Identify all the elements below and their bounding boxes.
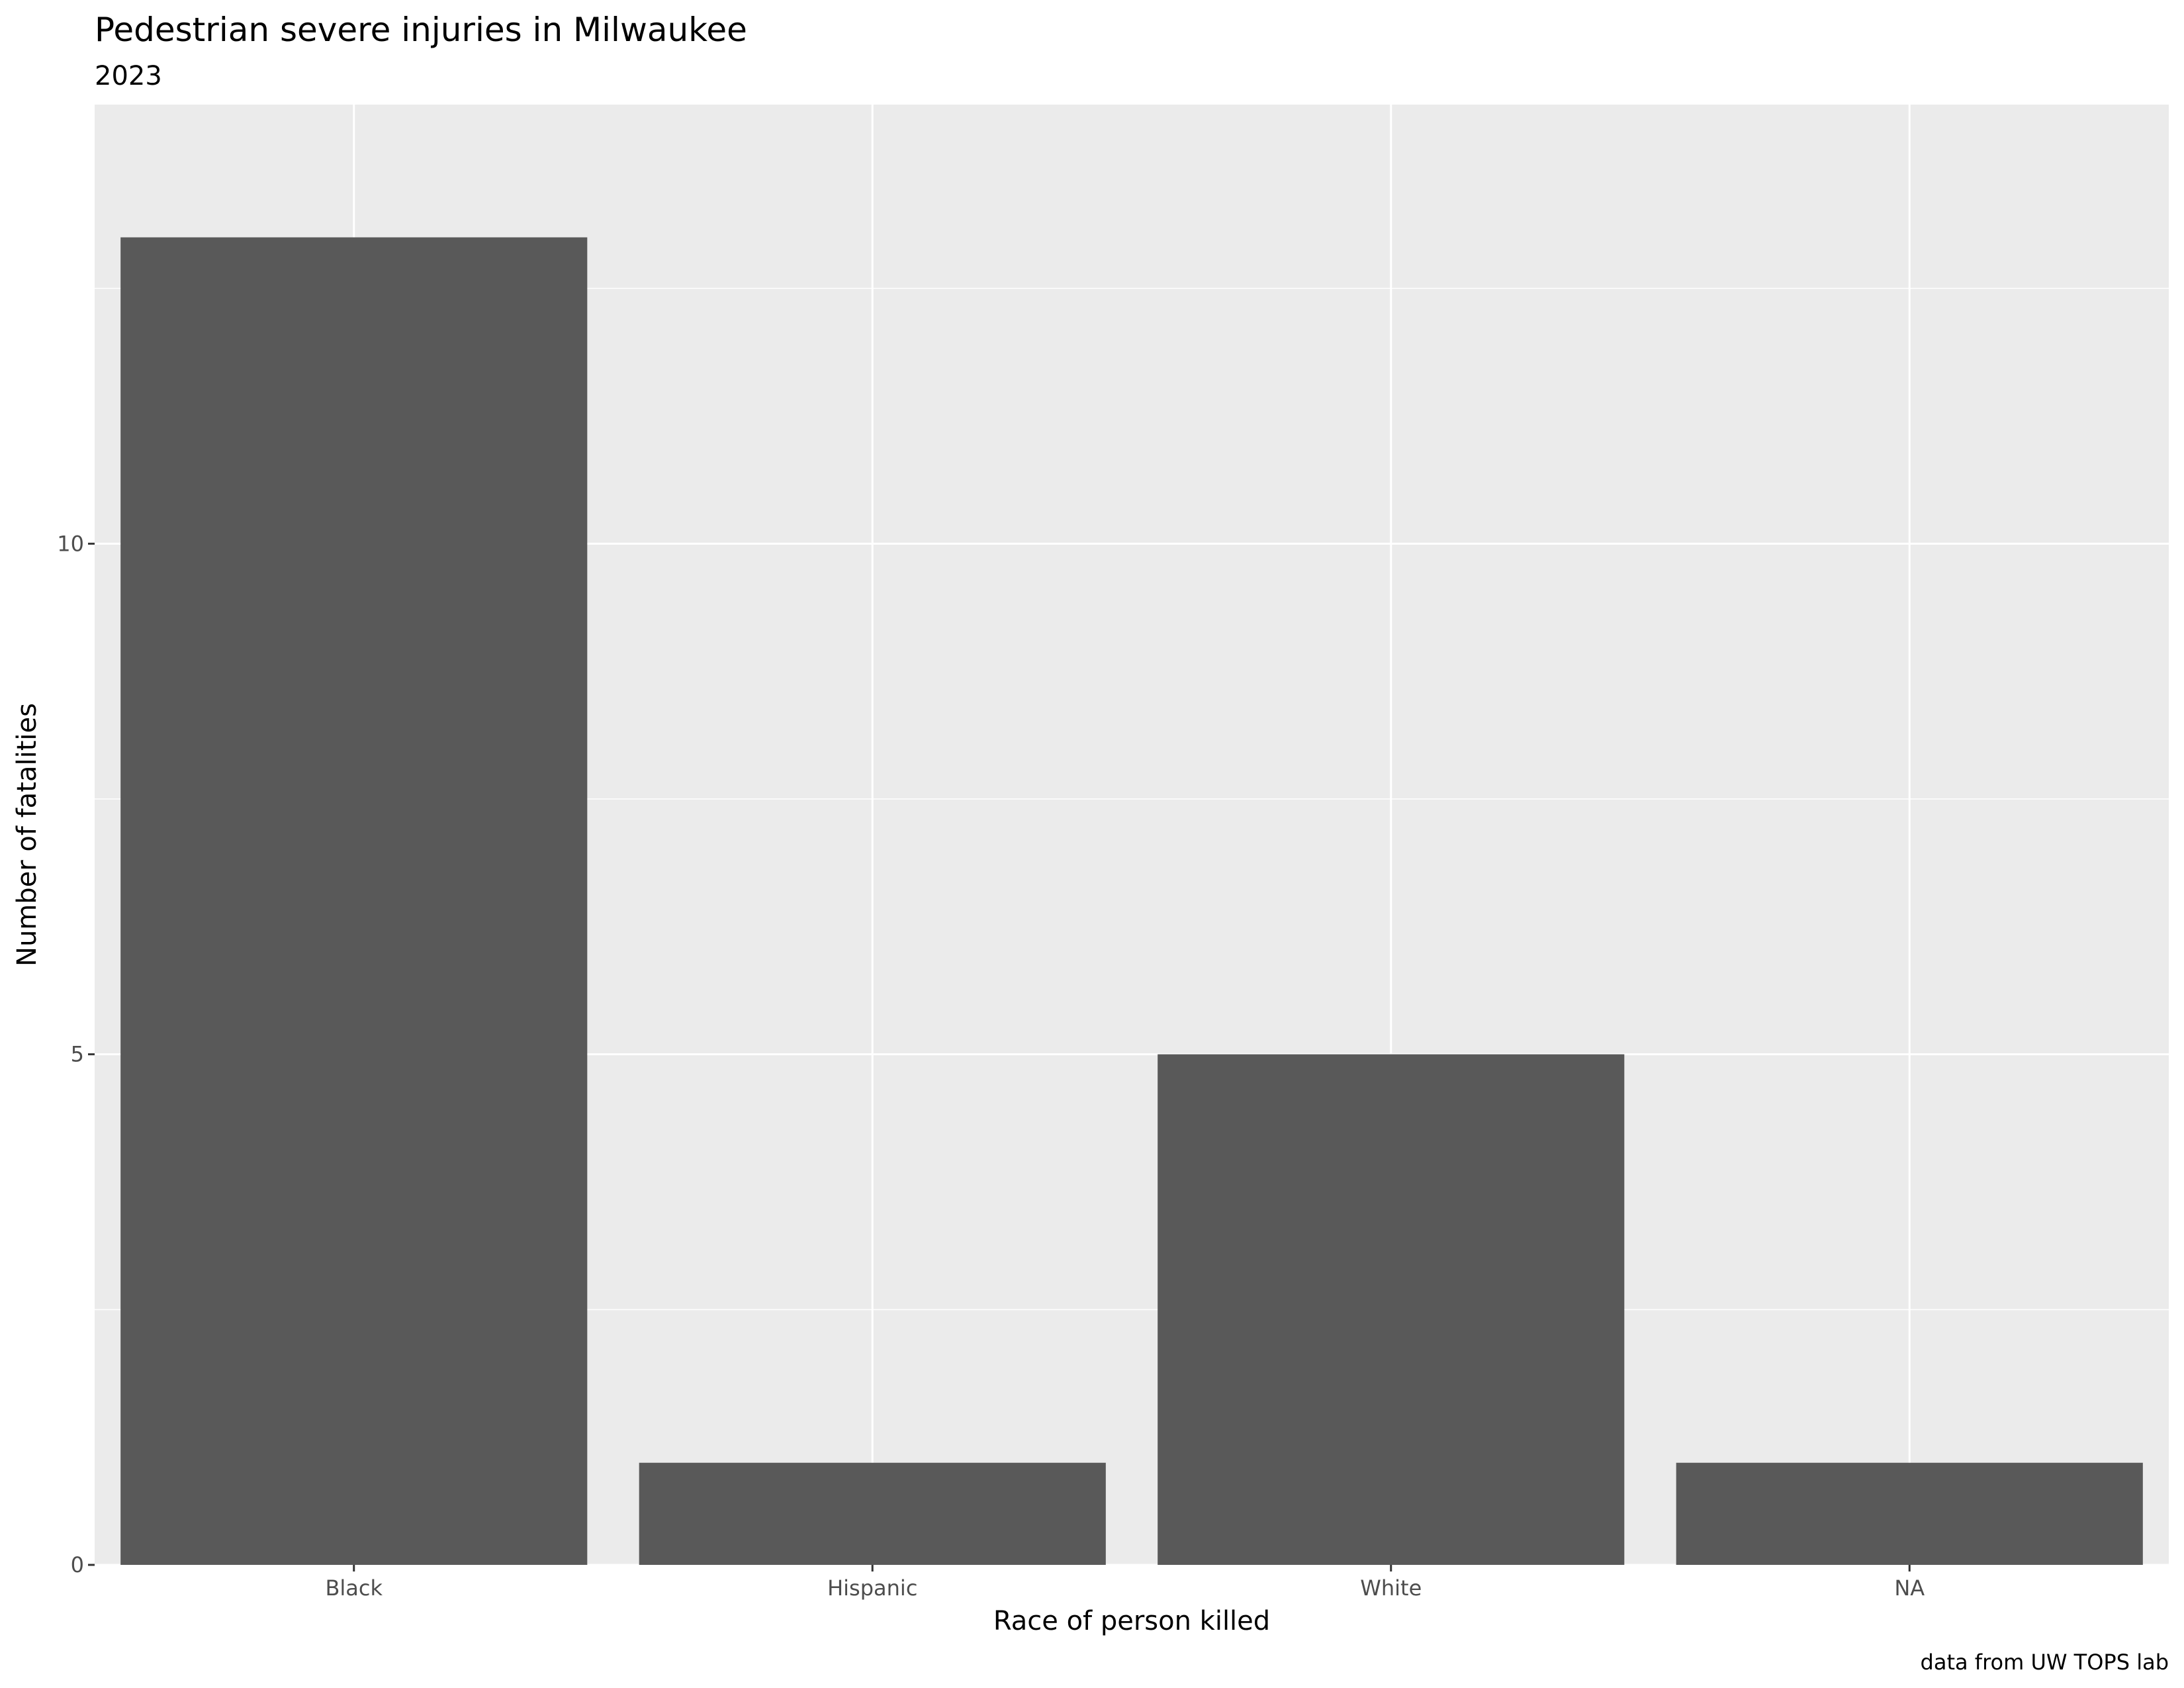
y-tick-label: 0 bbox=[71, 1552, 84, 1577]
bar-white bbox=[1158, 1054, 1625, 1565]
y-tick-label: 10 bbox=[57, 531, 84, 556]
x-tick-label: Hispanic bbox=[827, 1575, 917, 1601]
x-tick-label: White bbox=[1360, 1575, 1422, 1601]
x-axis: Black Hispanic White NA bbox=[325, 1565, 1925, 1601]
x-tick-label: NA bbox=[1894, 1575, 1925, 1601]
y-axis: 0 5 10 bbox=[57, 531, 95, 1577]
chart-caption: data from UW TOPS lab bbox=[1921, 1650, 2169, 1675]
x-axis-title: Race of person killed bbox=[993, 1606, 1270, 1636]
y-tick-label: 5 bbox=[71, 1042, 84, 1067]
chart-subtitle: 2023 bbox=[95, 61, 162, 91]
x-tick-label: Black bbox=[325, 1575, 383, 1601]
bars bbox=[120, 237, 2143, 1566]
bar-black bbox=[120, 237, 588, 1566]
y-axis-title: Number of fatalities bbox=[12, 703, 42, 966]
chart-title: Pedestrian severe injuries in Milwaukee bbox=[95, 11, 747, 49]
bar-hispanic bbox=[639, 1462, 1106, 1565]
bar-na bbox=[1676, 1462, 2143, 1565]
